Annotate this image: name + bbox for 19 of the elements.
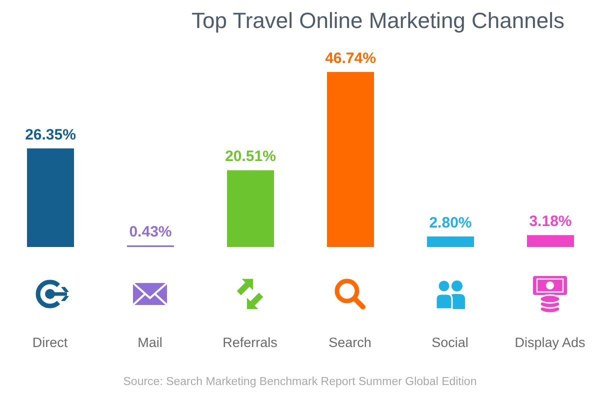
bar (527, 235, 574, 247)
bar (227, 170, 274, 247)
data-label: 2.80% (429, 214, 472, 232)
bar (327, 72, 374, 247)
x-tick-label: Mail (138, 335, 162, 350)
data-label: 0.43% (129, 223, 172, 240)
x-tick-label: Social (432, 335, 468, 350)
x-tick-label: Display Ads (514, 335, 586, 350)
x-tick-label: Direct (32, 335, 68, 350)
bar (427, 236, 474, 247)
data-label: 26.35% (25, 126, 76, 144)
data-label: 20.51% (225, 148, 276, 166)
data-label: 3.18% (529, 213, 572, 230)
data-label: 46.74% (325, 50, 376, 67)
x-tick-label: Search (328, 335, 372, 350)
bar (27, 148, 74, 247)
chart-title: Top Travel Online Marketing Channels (190, 8, 566, 34)
source-note: Source: Search Marketing Benchmark Report Summer Global Edition (122, 376, 478, 388)
x-tick-label: Referrals (222, 335, 278, 350)
